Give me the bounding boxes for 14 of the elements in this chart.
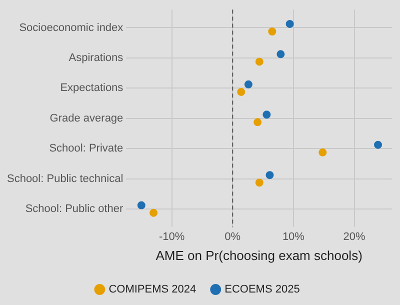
legend-label: COMIPEMS 2024 [108, 284, 196, 296]
y-tick-label: Socioeconomic index [19, 22, 124, 34]
x-axis-title: AME on Pr(choosing exam schools) [156, 248, 362, 263]
y-tick-label: School: Private [49, 142, 124, 155]
legend-label: ECOEMS 2025 [224, 284, 300, 296]
x-tick-label: 0% [224, 230, 241, 243]
x-tick-label: 10% [282, 230, 305, 243]
y-tick-label: School: Public other [25, 203, 124, 216]
y-tick-label: Grade average [50, 112, 124, 124]
y-tick-label: School: Public technical [6, 172, 124, 185]
x-tick-label: 20% [343, 230, 366, 243]
x-tick-label: -10% [158, 230, 185, 243]
y-tick-label: Aspirations [68, 52, 124, 64]
y-tick-label: Expectations [60, 82, 124, 94]
